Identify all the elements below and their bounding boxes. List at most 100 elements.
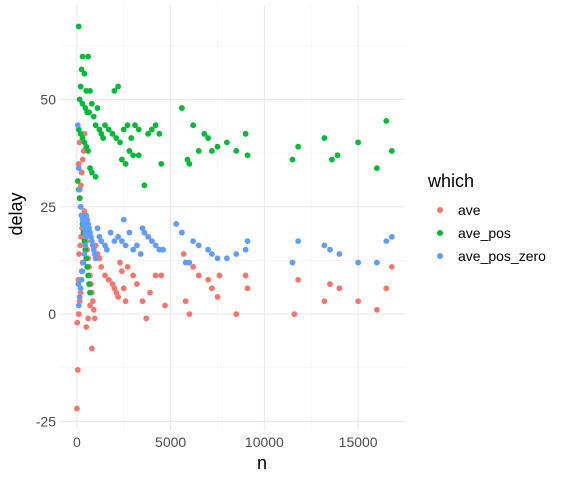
data-point bbox=[126, 229, 133, 236]
x-axis-title: n bbox=[257, 453, 267, 473]
legend-items: ave ave_pos ave_pos_zero bbox=[437, 202, 546, 264]
data-point bbox=[118, 268, 125, 275]
data-point bbox=[139, 298, 146, 305]
data-point bbox=[78, 66, 85, 73]
data-point bbox=[90, 306, 97, 313]
data-point bbox=[89, 298, 96, 305]
data-point bbox=[128, 135, 135, 141]
data-point bbox=[111, 87, 118, 94]
data-point bbox=[113, 135, 120, 141]
x-tick-label: 5000 bbox=[155, 434, 186, 450]
data-point bbox=[74, 178, 81, 184]
data-point bbox=[92, 173, 99, 180]
data-point bbox=[80, 148, 87, 154]
data-point bbox=[190, 263, 197, 270]
data-point bbox=[223, 139, 230, 146]
y-tick-label: -25 bbox=[36, 413, 56, 429]
data-point bbox=[233, 148, 240, 154]
data-point bbox=[76, 251, 83, 257]
data-point bbox=[388, 263, 395, 270]
data-point bbox=[156, 130, 163, 137]
data-point bbox=[130, 152, 137, 159]
series-ave-pos bbox=[74, 23, 395, 296]
data-point bbox=[87, 87, 93, 94]
data-point bbox=[205, 135, 212, 141]
data-point bbox=[120, 126, 127, 133]
data-point bbox=[214, 255, 221, 262]
data-point bbox=[334, 152, 341, 159]
data-point bbox=[117, 259, 123, 266]
y-tick-label: 0 bbox=[48, 306, 56, 322]
data-point bbox=[88, 169, 95, 176]
data-point bbox=[73, 405, 80, 412]
data-point bbox=[77, 285, 84, 292]
data-point bbox=[122, 160, 129, 167]
data-point bbox=[373, 306, 380, 313]
legend-label-ave-pos: ave_pos bbox=[458, 225, 511, 241]
data-point bbox=[135, 152, 142, 159]
data-point bbox=[190, 238, 197, 245]
data-point bbox=[208, 285, 215, 292]
data-point bbox=[233, 311, 240, 317]
data-point bbox=[80, 259, 87, 266]
x-tick-label: 15000 bbox=[339, 434, 378, 450]
data-point bbox=[295, 276, 302, 283]
data-point bbox=[76, 186, 83, 193]
data-point bbox=[214, 294, 221, 300]
data-point bbox=[201, 130, 208, 137]
data-point bbox=[86, 109, 92, 116]
x-tick-label: 0 bbox=[73, 434, 81, 450]
data-point bbox=[88, 100, 95, 107]
y-axis-title: delay bbox=[6, 192, 26, 235]
data-point bbox=[88, 345, 95, 352]
data-point bbox=[94, 105, 101, 111]
data-point bbox=[124, 263, 131, 270]
data-point bbox=[92, 255, 99, 262]
data-point bbox=[115, 294, 122, 300]
y-tick-label: 50 bbox=[40, 91, 56, 107]
data-point bbox=[79, 268, 86, 275]
data-point bbox=[160, 246, 167, 253]
data-point bbox=[76, 294, 83, 300]
data-point bbox=[92, 122, 99, 129]
data-point bbox=[214, 143, 221, 150]
data-point bbox=[85, 272, 92, 279]
data-point bbox=[85, 53, 92, 60]
legend-label-ave: ave bbox=[458, 202, 481, 218]
data-point bbox=[76, 96, 83, 103]
data-point bbox=[223, 255, 230, 262]
data-point bbox=[115, 233, 122, 240]
data-point bbox=[102, 272, 108, 279]
data-point bbox=[83, 233, 90, 240]
data-point bbox=[327, 246, 333, 253]
data-point bbox=[162, 302, 168, 309]
data-point bbox=[82, 242, 89, 249]
data-point bbox=[87, 289, 93, 296]
data-point bbox=[143, 315, 150, 322]
data-point bbox=[79, 53, 86, 60]
data-point bbox=[355, 298, 362, 305]
data-point bbox=[289, 259, 296, 266]
data-point bbox=[133, 281, 140, 287]
data-point bbox=[355, 259, 362, 266]
data-point bbox=[148, 238, 155, 245]
data-point bbox=[117, 139, 123, 146]
legend-key-ave-pos bbox=[437, 230, 443, 236]
data-point bbox=[84, 263, 91, 270]
x-tick-labels: 0 5000 10000 15000 bbox=[73, 434, 378, 450]
data-point bbox=[195, 272, 202, 279]
data-point bbox=[124, 122, 131, 129]
data-point bbox=[242, 246, 249, 253]
data-point bbox=[100, 135, 107, 141]
data-point bbox=[180, 251, 187, 257]
y-tick-labels: -25 0 25 50 bbox=[36, 91, 56, 429]
data-point bbox=[388, 148, 395, 154]
data-point bbox=[85, 148, 92, 154]
data-point bbox=[145, 233, 152, 240]
data-point bbox=[78, 276, 85, 283]
data-point bbox=[195, 148, 202, 154]
data-point bbox=[355, 139, 362, 146]
data-point bbox=[77, 83, 84, 90]
data-point bbox=[186, 311, 193, 317]
data-point bbox=[152, 122, 159, 129]
